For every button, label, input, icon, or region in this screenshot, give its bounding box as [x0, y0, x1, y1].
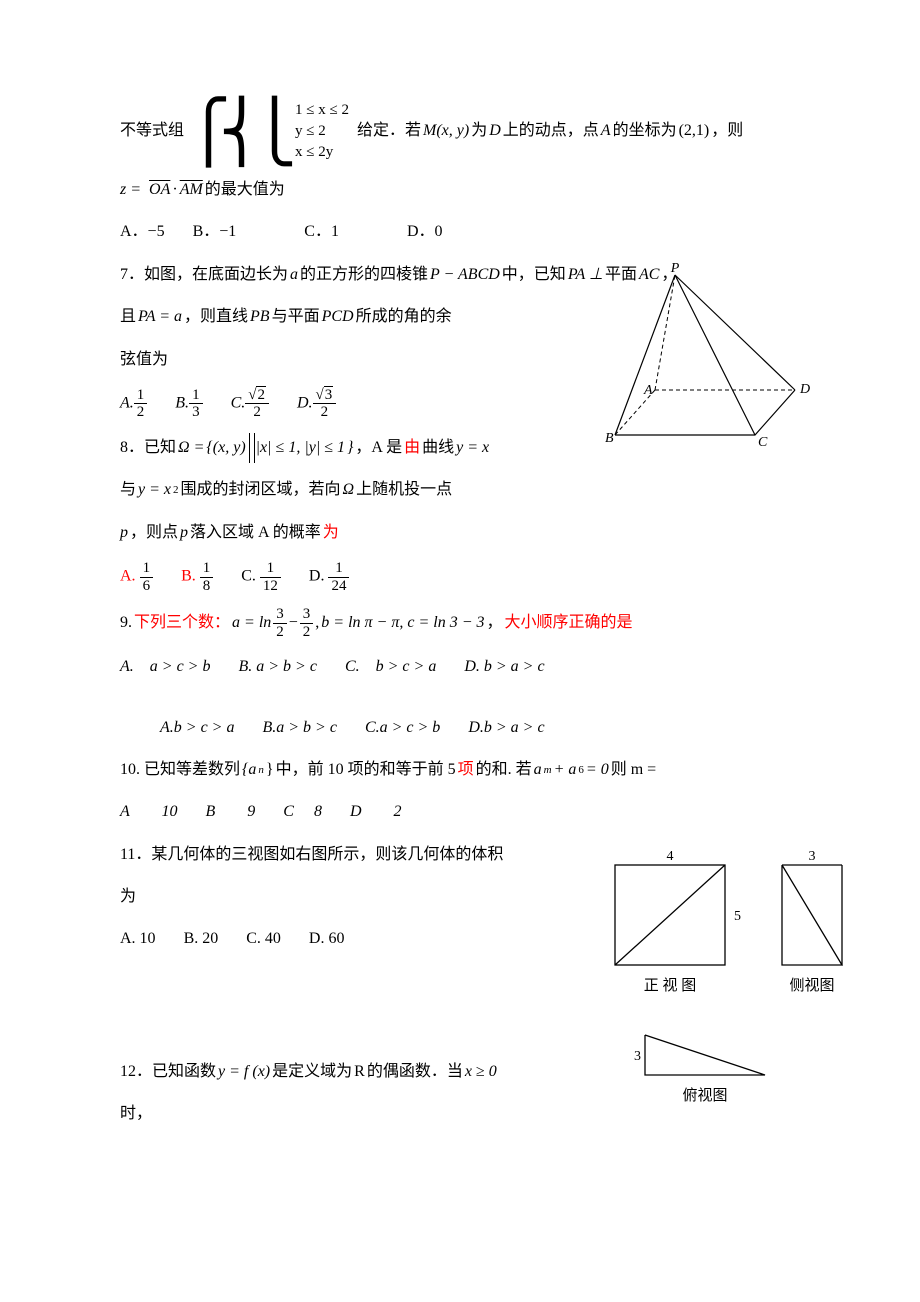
q8-opt-c: C. 112 [241, 560, 281, 594]
q11-line1: 11．某几何体的三视图如右图所示，则该几何体的体积 [120, 840, 520, 870]
q6-opt-c: C．1 [304, 217, 339, 247]
q8-line2: 与 y = x2 围成的封闭区域，若向 Ω 上随机投一点 [120, 475, 800, 505]
q9-line1: 9. 下列三个数： a = ln 32 − 32 , b = ln π − π,… [120, 606, 800, 640]
q8-opt-d: D. 124 [309, 560, 350, 594]
q9-options-2: A.b > c > a B.a > b > c C.a > c > b D.b … [160, 713, 800, 743]
q8-line3: p ，则点 p 落入区域 A 的概率 为 [120, 518, 800, 548]
svg-text:3: 3 [809, 850, 816, 864]
q6-opt-d: D．0 [407, 217, 443, 247]
q6-options: A．−5 B．−1 C．1 D．0 [120, 217, 800, 247]
svg-text:5: 5 [734, 909, 741, 924]
q8-opt-a: A. 16 [120, 560, 153, 594]
q12-line1: 12．已知函数 y = f (x) 是定义域为 R 的偶函数．当 x ≥ 0 [120, 1057, 550, 1087]
q7-line2: 且 PA = a ，则直线 PB 与平面 PCD 所成的角的余 [120, 302, 540, 332]
svg-text:P: P [670, 261, 680, 276]
q7-opt-b: B.13 [175, 387, 202, 421]
svg-text:4: 4 [667, 850, 674, 864]
q7-opt-d: D.32 [297, 387, 336, 421]
q6-line2: z = OA · AM 的最大值为 [120, 175, 800, 205]
q8-opt-b: B. 18 [181, 560, 213, 594]
q6-line1: 不等式组 ⎧ ⎨ ⎩ 1 ≤ x ≤ 2 y ≤ 2 x ≤ 2y 给定．若 M… [120, 100, 800, 163]
q8-options: A. 16 B. 18 C. 112 D. 124 [120, 560, 800, 594]
svg-text:D: D [799, 382, 810, 397]
q6-intro: 不等式组 [120, 116, 184, 146]
q6-opt-a: A．−5 [120, 217, 165, 247]
vector-am: AM [180, 175, 203, 205]
q8-line1: 8．已知 Ω = {(x, y) |x| ≤ 1, |y| ≤ 1 } ，A 是… [120, 433, 560, 463]
q9-options-1: A. a > c > b B. a > b > c C. b > c > a D… [120, 652, 800, 682]
pyramid-diagram: P A B C D [580, 260, 820, 450]
q7-opt-c: C.22 [231, 387, 269, 421]
svg-text:俯视图: 俯视图 [682, 1087, 727, 1104]
q10-options: A 10 B 9 C 8 D 2 [120, 797, 800, 827]
q6-system: ⎧ ⎨ ⎩ 1 ≤ x ≤ 2 y ≤ 2 x ≤ 2y [186, 100, 349, 163]
q7-opt-a: A.12 [120, 387, 147, 421]
svg-text:侧视图: 侧视图 [789, 977, 834, 994]
q6-opt-b: B．−1 [193, 217, 237, 247]
svg-text:B: B [605, 431, 614, 446]
q10-line1: 10. 已知等差数列 {an} 中，前 10 项的和等于前 5 项 的和. 若 … [120, 755, 800, 785]
svg-text:3: 3 [634, 1049, 641, 1064]
svg-text:C: C [758, 435, 768, 450]
vector-oa: OA [149, 175, 170, 205]
brace-icon-b: ⎩ [252, 102, 297, 162]
svg-text:A: A [643, 383, 653, 398]
svg-text:正 视 图: 正 视 图 [644, 977, 697, 994]
three-views-diagram: 4 5 正 视 图 3 侧视图 3 俯视图 [600, 850, 860, 1120]
